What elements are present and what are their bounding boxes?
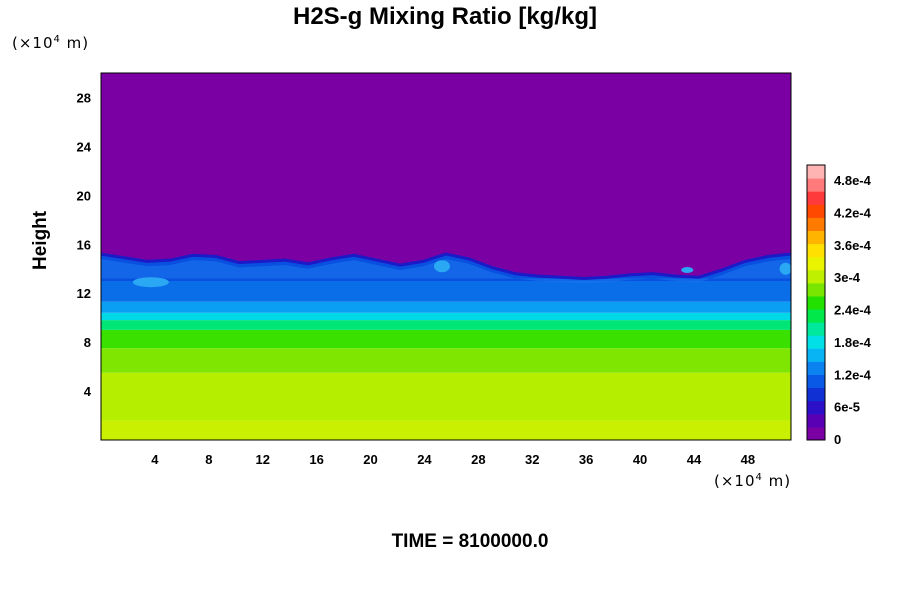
x-tick-label: 16 (309, 452, 323, 467)
y-axis-unit: (×104 m) (12, 34, 90, 52)
colorbar-segment (807, 387, 825, 402)
eddy-blob-0 (132, 277, 169, 288)
x-tick-label: 44 (687, 452, 702, 467)
plot-area (101, 73, 791, 440)
colorbar-segment (807, 309, 825, 323)
colorbar-segment (807, 204, 825, 218)
colorbar-frame (806, 164, 826, 441)
colorbar-segment (807, 322, 825, 336)
y-tick-label: 28 (77, 90, 91, 105)
colorbar-segment (807, 230, 825, 245)
colorbar-segment (807, 374, 825, 389)
colorbar-segment (807, 361, 825, 376)
boundary-edge (101, 252, 791, 281)
x-tick-label: 28 (471, 452, 485, 467)
colorbar-tick-label: 1.8e-4 (834, 335, 872, 350)
colorbar-segment (807, 269, 825, 284)
colorbar-segment (807, 256, 825, 271)
colorbar: 0 6e-5 1.2e-4 1.8e-4 2.4e-4 3e-4 3.6e-4 4.2e-4 4… (806, 164, 872, 447)
colorbar-tick-label: 4.2e-4 (834, 206, 872, 221)
x-tick-label: 4 (151, 452, 159, 467)
contour-band-0 (101, 420, 791, 440)
y-tick-label: 24 (77, 139, 92, 154)
colorbar-segment (807, 282, 825, 297)
x-tick-label: 24 (417, 452, 432, 467)
x-tick-label: 40 (633, 452, 647, 467)
colorbar-segment (807, 178, 825, 192)
colorbar-tick-label: 3e-4 (834, 270, 861, 285)
chart-title: H2S-g Mixing Ratio [kg/kg] (292, 3, 597, 30)
colorbar-tick-label: 3.6e-4 (834, 238, 872, 253)
colorbar-segment (807, 191, 825, 205)
y-tick-label: 20 (77, 188, 91, 203)
eddy-blob-1 (433, 260, 450, 273)
y-tick-label: 4 (84, 384, 92, 399)
colorbar-segment (807, 165, 825, 179)
colorbar-segment (807, 295, 825, 310)
time-label: TIME = 8100000.0 (391, 531, 549, 552)
y-tick-label: 12 (77, 286, 91, 301)
x-tick-label: 48 (741, 452, 755, 467)
x-tick-label: 36 (579, 452, 593, 467)
colorbar-segment (807, 335, 825, 349)
x-tick-label: 8 (205, 452, 212, 467)
colorbar-tick-label: 1.2e-4 (834, 367, 872, 382)
contour-band-4 (101, 320, 791, 330)
colorbar-segment (807, 426, 825, 441)
colorbar-segment (807, 348, 825, 362)
x-tick-label: 12 (255, 452, 269, 467)
eddy-blob-3 (681, 266, 694, 273)
contour-band-1 (101, 372, 791, 421)
contour-band-5 (101, 312, 791, 321)
colorbar-segment (807, 217, 825, 231)
eddy-blob-2 (779, 262, 791, 275)
colorbar-segment (807, 413, 825, 428)
contour-band-2 (101, 348, 791, 373)
colorbar-segment (807, 243, 825, 258)
colorbar-segment (807, 400, 825, 415)
plot-frame (100, 72, 792, 441)
contour-band-6 (101, 301, 791, 313)
x-axis-unit: (×104 m) (714, 472, 792, 490)
colorbar-tick-label: 2.4e-4 (834, 303, 872, 318)
zero-region (101, 73, 791, 279)
colorbar-tick-label: 6e-5 (834, 400, 860, 415)
x-tick-label: 20 (363, 452, 377, 467)
colorbar-tick-label: 4.8e-4 (834, 173, 872, 188)
contour-band-3 (101, 329, 791, 349)
colorbar-tick-label: 0 (834, 432, 841, 447)
x-tick-label: 32 (525, 452, 539, 467)
y-tick-label: 8 (84, 335, 91, 350)
y-tick-label: 16 (77, 237, 91, 252)
